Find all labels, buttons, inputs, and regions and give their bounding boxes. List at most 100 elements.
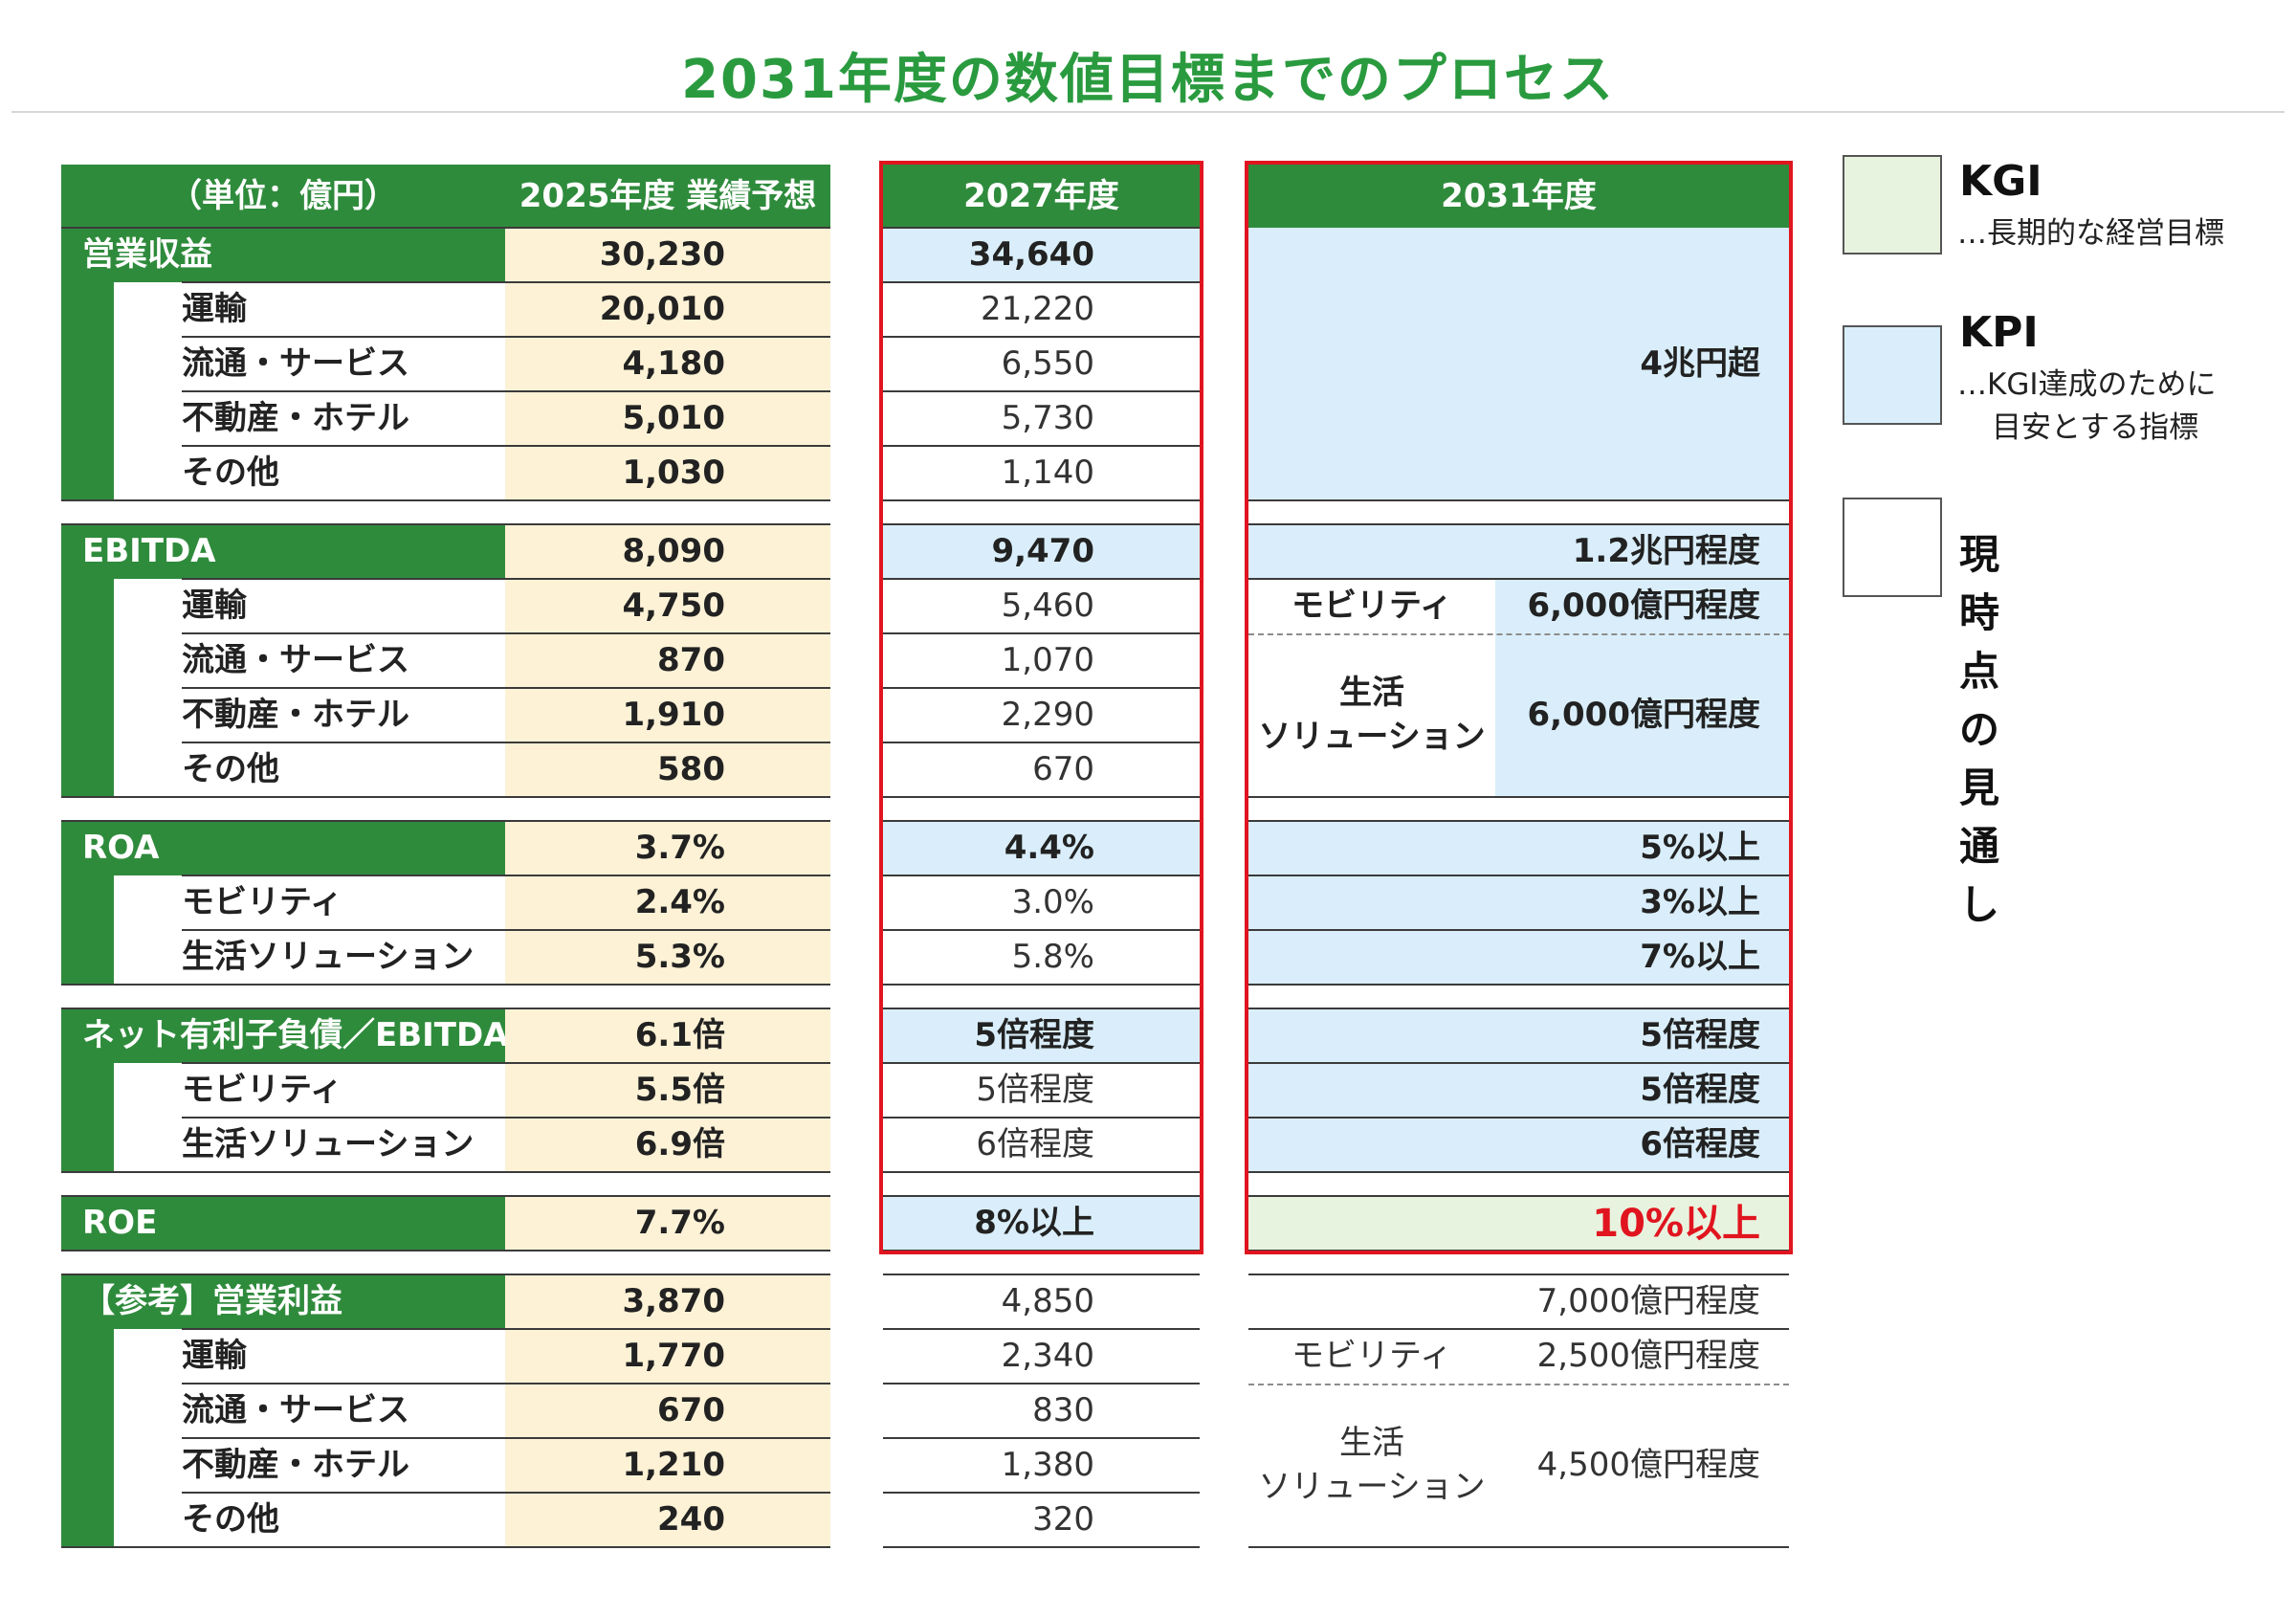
row-divider	[883, 523, 1200, 525]
row-divider	[61, 820, 830, 822]
sub-label: モビリティ	[182, 1063, 505, 1118]
row-divider	[883, 227, 1200, 229]
row-divider	[883, 820, 1200, 822]
fy2031-value: 5倍程度	[1248, 1008, 1789, 1063]
row-divider	[61, 1274, 830, 1275]
kpi-title: KPI	[1959, 308, 2039, 357]
fy2025-value: 670	[505, 1384, 830, 1438]
fy2027-value: 1,140	[1001, 454, 1094, 493]
row-divider	[1248, 1171, 1789, 1173]
row-divider	[1248, 1195, 1789, 1197]
row-divider	[1248, 1062, 1789, 1064]
row-divider	[61, 227, 830, 229]
segment-label-line: 生活	[1339, 1423, 1404, 1462]
fy2027-value: 320	[1032, 1500, 1094, 1539]
kpi-description: …KGI達成のために	[1957, 367, 2217, 402]
row-divider	[883, 1195, 1200, 1197]
row-divider	[1248, 875, 1789, 876]
segment-label-line: 生活	[1339, 673, 1404, 712]
fy2027-value: 5倍程度	[976, 1071, 1094, 1110]
fy2027-value: 670	[1032, 750, 1094, 789]
fy2025-value: 4,180	[505, 337, 830, 391]
segment-value: 2,500億円程度	[1536, 1337, 1760, 1376]
row-divider	[61, 1546, 830, 1548]
sub-label: 不動産・ホテル	[182, 688, 505, 742]
row-divider	[1248, 1250, 1789, 1252]
sub-label: 不動産・ホテル	[182, 391, 505, 446]
fy2025-value: 1,910	[505, 688, 830, 742]
row-divider	[883, 281, 1200, 283]
row-divider	[883, 1171, 1200, 1173]
fy2027-value: 4,850	[1001, 1282, 1094, 1321]
row-divider	[1248, 578, 1789, 580]
fy2027-value: 9,470	[883, 524, 1200, 579]
segment-value: 4,500億円程度	[1536, 1446, 1760, 1485]
row-divider	[883, 1492, 1200, 1494]
row-divider	[883, 1117, 1200, 1119]
fy2031-value: 5倍程度	[1248, 1063, 1789, 1118]
fy2025-value: 20,010	[505, 282, 830, 337]
row-divider	[883, 929, 1200, 931]
row-divider	[1248, 796, 1789, 798]
fy2031-value: 10%以上	[1248, 1196, 1789, 1251]
fy2031-value: 6倍程度	[1248, 1118, 1789, 1172]
row-divider	[1248, 1328, 1789, 1330]
fy2027-value: 21,220	[981, 290, 1094, 329]
row-divider	[1248, 1546, 1789, 1548]
row-divider	[182, 632, 830, 634]
section-label: EBITDA	[61, 524, 505, 579]
kgi-swatch	[1843, 155, 1942, 255]
row-divider	[1248, 1274, 1789, 1275]
fy2025-value: 1,210	[505, 1438, 830, 1493]
row-divider	[182, 742, 830, 743]
fy2027-header: 2027年度	[883, 165, 1200, 228]
fy2025-value: 5.3%	[505, 930, 830, 985]
section-label: ネット有利子負債／EBITDA	[61, 1008, 509, 1063]
section-label: ROE	[61, 1196, 505, 1251]
fy2027-value: 5,460	[1001, 587, 1094, 626]
section-bar	[61, 1063, 114, 1172]
segment-label: 生活 ソリューション	[1248, 633, 1495, 797]
fy2025-value: 6.9倍	[505, 1118, 830, 1172]
row-divider	[883, 742, 1200, 743]
row-divider	[61, 1195, 830, 1197]
section-bar	[61, 579, 114, 797]
row-divider	[1248, 499, 1789, 501]
fy2025-value: 8,090	[505, 524, 830, 579]
row-divider	[883, 632, 1200, 634]
segment-label-line: ソリューション	[1258, 1467, 1486, 1506]
row-divider	[883, 1008, 1200, 1009]
row-divider	[182, 1328, 830, 1330]
fy2031-value: 4兆円超	[1248, 228, 1789, 500]
segment-label: 生活 ソリューション	[1248, 1384, 1495, 1547]
fy2027-value: 830	[1032, 1391, 1094, 1430]
row-divider	[883, 796, 1200, 798]
fy2025-value: 5,010	[505, 391, 830, 446]
fy2027-value: 2,340	[1001, 1337, 1094, 1376]
kpi-description: 目安とする指標	[1992, 410, 2199, 445]
page-title: 2031年度の数値目標までのプロセス	[681, 49, 1615, 111]
fy2031-value: 1.2兆円程度	[1248, 524, 1789, 579]
row-divider	[61, 1008, 830, 1009]
row-divider	[1248, 1117, 1789, 1119]
sub-label: その他	[182, 1493, 505, 1547]
segment-value: 6,000億円程度	[1495, 579, 1789, 633]
fy2025-value: 2.4%	[505, 875, 830, 930]
fy2027-value: 2,290	[1001, 696, 1094, 735]
unit-header: （単位：億円）	[61, 165, 505, 228]
fy2027-value: 1,380	[1001, 1446, 1094, 1485]
segment-label: モビリティ	[1292, 587, 1452, 626]
fy2027-value: 6倍程度	[976, 1125, 1094, 1164]
fy2025-value: 240	[505, 1493, 830, 1547]
fy2025-value: 580	[505, 742, 830, 797]
sub-label: 運輸	[182, 579, 505, 633]
sub-label: 運輸	[182, 282, 505, 337]
sub-label: 不動産・ホテル	[182, 1438, 505, 1493]
row-divider	[182, 1492, 830, 1494]
title-divider	[11, 111, 2285, 113]
row-divider	[182, 336, 830, 338]
row-divider	[182, 1437, 830, 1439]
row-divider	[1248, 1008, 1789, 1009]
sub-label: その他	[182, 446, 505, 500]
row-divider	[61, 1250, 830, 1252]
